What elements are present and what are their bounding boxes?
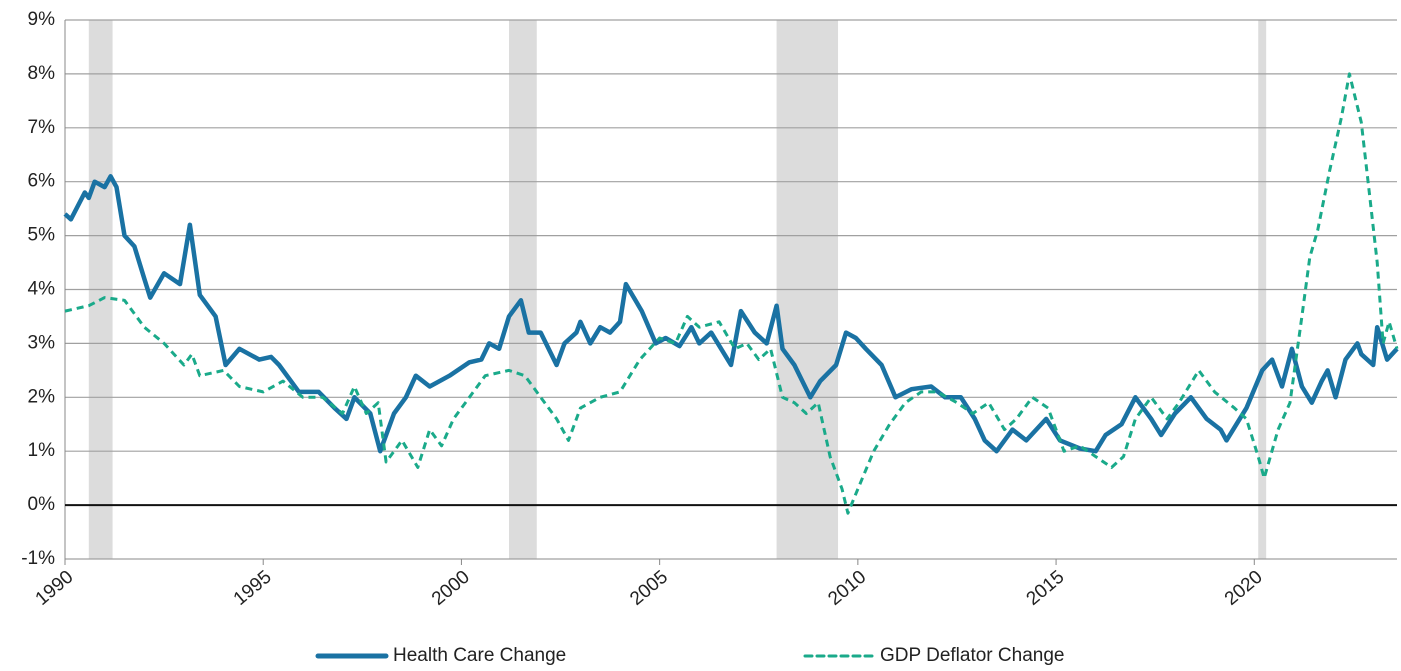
- x-tick-label: 2005: [626, 567, 672, 610]
- y-tick-label: 2%: [28, 386, 56, 407]
- x-tick-label: 2015: [1023, 567, 1069, 610]
- series-line: [64, 72, 1399, 515]
- y-tick-label: 1%: [28, 440, 56, 461]
- y-tick-label: -1%: [21, 548, 55, 569]
- y-tick-label: 7%: [28, 117, 56, 138]
- x-tick-label: 2000: [428, 567, 474, 610]
- series-line: [63, 174, 1399, 454]
- x-tick-label: 1995: [230, 567, 276, 610]
- y-tick-label: 5%: [28, 225, 56, 246]
- y-tick-label: 4%: [28, 279, 56, 300]
- y-tick-label: 9%: [28, 9, 56, 30]
- legend-label: Health Care Change: [393, 645, 566, 666]
- x-tick-label: 2010: [824, 567, 870, 610]
- y-tick-label: 8%: [28, 63, 56, 84]
- y-tick-label: 0%: [28, 494, 56, 515]
- x-tick-label: 2020: [1221, 567, 1267, 610]
- x-tick-label: 1990: [32, 567, 78, 610]
- y-tick-label: 3%: [28, 332, 56, 353]
- legend-label: GDP Deflator Change: [880, 645, 1064, 666]
- y-tick-label: 6%: [28, 171, 56, 192]
